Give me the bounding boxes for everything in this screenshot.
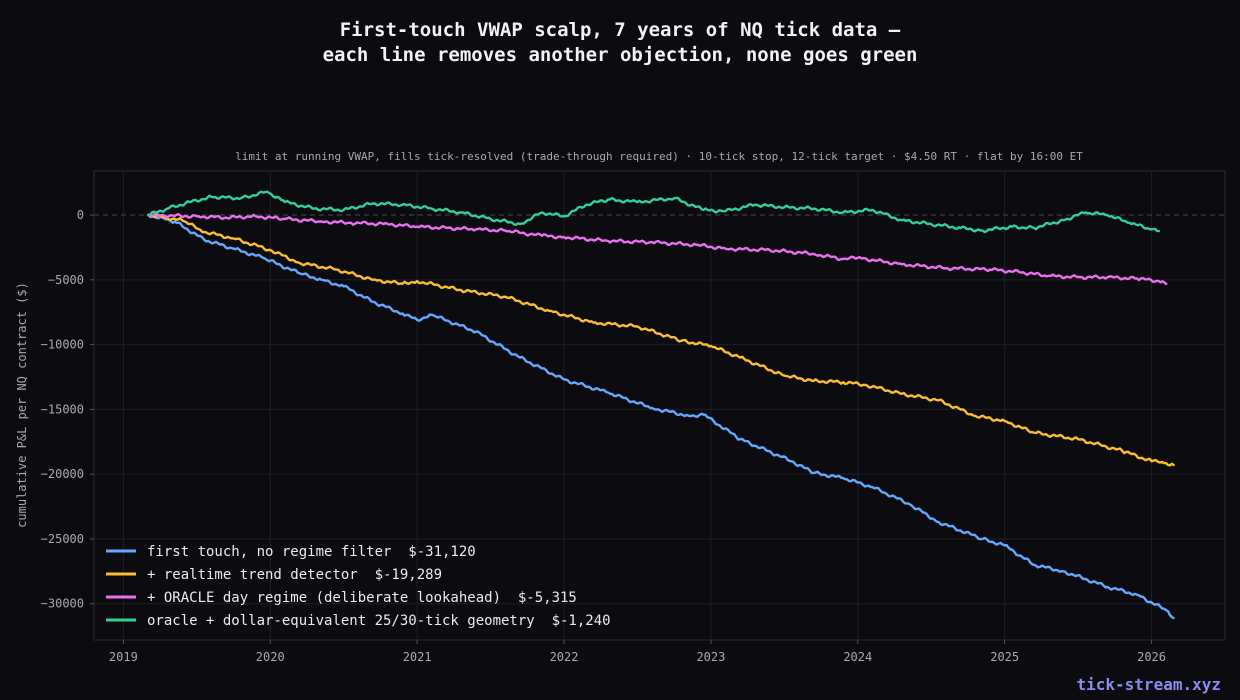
- x-tick-label: 2022: [550, 650, 579, 664]
- series-line-2: [147, 213, 1175, 467]
- x-tick-label: 2025: [990, 650, 1019, 664]
- y-tick-label: −5000: [48, 273, 84, 287]
- y-tick-label: 0: [77, 208, 84, 222]
- series-line-3: [147, 212, 1168, 286]
- y-tick-label: −15000: [41, 402, 84, 416]
- series-line-1: [147, 213, 1175, 620]
- x-tick-label: 2019: [109, 650, 138, 664]
- plot-frame: [93, 170, 1226, 641]
- y-tick-label: −20000: [41, 467, 84, 481]
- y-tick-label: −25000: [41, 532, 84, 546]
- legend-label-1: first touch, no regime filter $-31,120: [147, 544, 476, 560]
- series-line-4: [147, 190, 1161, 234]
- chart-subtitle: limit at running VWAP, fills tick-resolv…: [235, 150, 1083, 163]
- legend-label-3: + ORACLE day regime (deliberate lookahea…: [147, 590, 577, 606]
- y-axis-label: cumulative P&L per NQ contract ($): [15, 282, 29, 528]
- y-tick-label: −30000: [41, 597, 84, 611]
- x-tick-label: 2021: [403, 650, 432, 664]
- series-lines: [147, 190, 1175, 620]
- x-tick-label: 2024: [843, 650, 872, 664]
- legend-label-2: + realtime trend detector $-19,289: [147, 567, 442, 583]
- chart-title: First-touch VWAP scalp, 7 years of NQ ti…: [322, 19, 918, 66]
- x-tick-label: 2026: [1137, 650, 1166, 664]
- x-tick-label: 2020: [256, 650, 285, 664]
- y-tick-label: −10000: [41, 338, 84, 352]
- legend: first touch, no regime filter $-31,120 + …: [106, 544, 611, 629]
- x-tick-label: 2023: [696, 650, 725, 664]
- watermark: tick-stream.xyz: [1076, 675, 1222, 694]
- axis-ticks: 2019 2020 2021 2022 2023 2024 2025 2026 0 −5000 −1…: [41, 208, 1166, 664]
- legend-label-4: oracle + dollar-equivalent 25/30-tick ge…: [147, 613, 611, 629]
